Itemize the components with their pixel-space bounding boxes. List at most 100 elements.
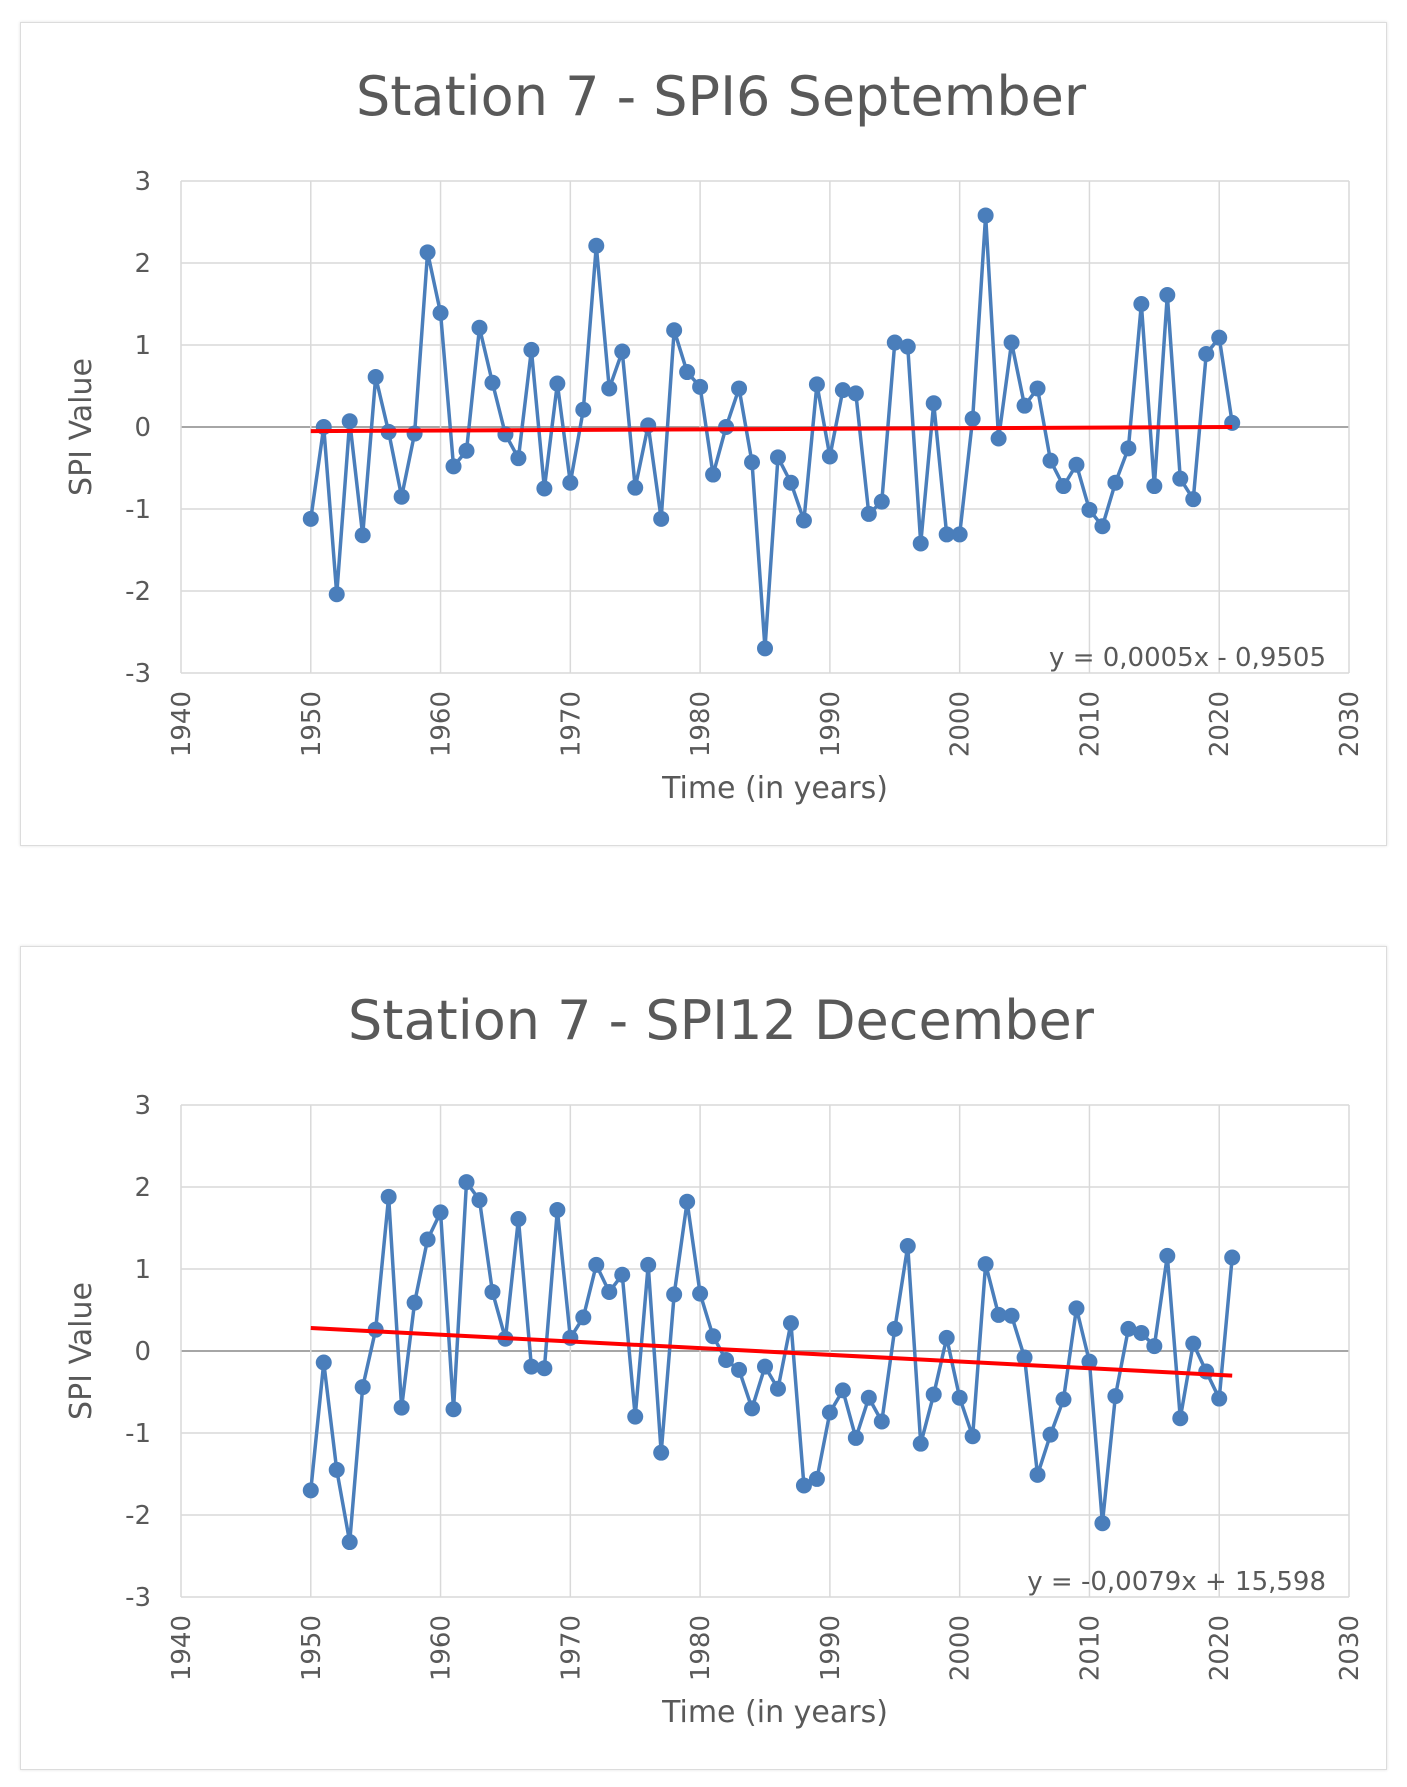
data-point [886,1320,903,1337]
data-point [354,527,371,544]
data-point [782,1315,799,1332]
data-point [406,425,423,442]
x-tick-label: 1960 [427,691,457,757]
chart-svg-spi12-december: Station 7 - SPI12 December -3 -2 -1 0 1 2 3 1940… [64,989,1365,1730]
trendline-equation: y = -0,0079x + 15,598 [1027,1567,1326,1597]
data-point [393,488,410,505]
data-point [1211,1390,1228,1407]
data-point [705,1328,722,1345]
data-point [1146,478,1163,495]
data-point [834,382,851,399]
y-tick-label: 2 [134,249,151,279]
data-point [1159,286,1176,303]
y-tick-label: 3 [134,167,151,197]
data-point [601,1283,618,1300]
data-point [1029,380,1046,397]
data-point [432,1204,449,1221]
data-point [1133,1324,1150,1341]
data-point [886,334,903,351]
data-point [1042,1426,1059,1443]
data-point [575,1309,592,1326]
data-point [1185,491,1202,508]
trendline [310,1326,1233,1378]
data-point [925,1386,942,1403]
data-point [406,1294,423,1311]
trendline-equation: y = 0,0005x - 0,9505 [1049,643,1326,673]
data-point [445,458,462,475]
y-tick-label: -2 [125,577,151,607]
x-axis-title: Time (in years) [661,1695,888,1730]
data-point [302,510,319,527]
y-tick-label: 3 [134,1091,151,1121]
y-tick-label: 1 [134,1255,151,1285]
data-point [1003,334,1020,351]
y-tick-label: -2 [125,1501,151,1531]
data-point [510,450,527,467]
data-point [1198,1363,1215,1380]
data-point [808,1470,825,1487]
data-point [757,640,773,657]
data-point [847,1429,864,1446]
data-point [432,305,449,322]
data-point [1055,1391,1072,1408]
x-tick-label: 1980 [686,1615,716,1681]
y-tick-label: -3 [125,1583,151,1613]
data-point [990,430,1007,447]
x-tick-label: 1940 [167,1615,197,1681]
data-point [601,380,618,397]
data-point [562,474,579,491]
data-point [899,1238,916,1255]
data-point [614,1266,631,1283]
data-point [1081,501,1098,518]
data-point [588,237,605,254]
data-point [731,380,748,397]
data-point [471,319,488,336]
data-point [1172,470,1189,487]
data-point [795,512,812,529]
data-point [588,1256,605,1273]
x-tick-label: 2020 [1205,691,1235,757]
data-point [977,207,994,224]
data-point [679,364,696,381]
data-point [653,510,670,527]
data-point [899,338,916,355]
data-point [666,322,683,339]
data-point [1016,1349,1033,1366]
data-point [834,1382,851,1399]
data-point [445,1401,462,1418]
data-point [912,535,929,552]
y-tick-label: 1 [134,331,151,361]
data-point [731,1361,748,1378]
data-point [1081,1353,1098,1370]
data-point [380,1188,397,1205]
chart-panel-spi12-december: Station 7 - SPI12 December -3 -2 -1 0 1 2 3 1940… [20,946,1387,1770]
data-point [821,448,838,465]
data-point [1068,456,1085,473]
data-point [523,341,540,358]
data-point [873,493,890,510]
data-point [951,526,968,543]
data-point [769,449,786,466]
data-point [536,1360,553,1377]
data-point [718,1352,735,1369]
data-point [808,376,825,393]
y-tick-label: -1 [125,1419,151,1449]
data-point [847,385,864,402]
data-point [1016,397,1033,414]
x-tick-label: 2030 [1335,1615,1365,1681]
x-tick-label: 2010 [1075,691,1105,757]
data-point [1133,296,1150,312]
x-tick-label: 2000 [946,691,976,757]
data-point [938,1329,955,1346]
data-point [860,505,877,522]
y-tick-label: 0 [134,413,151,443]
x-tick-label: 1950 [297,691,327,757]
data-point [653,1444,670,1461]
data-point [782,474,799,491]
data-point [471,1192,488,1209]
data-point [1055,478,1072,495]
data-point [744,454,761,471]
chart-panel-spi6-september: Station 7 - SPI6 September -3 -2 -1 0 1 2 3 1940… [20,22,1387,846]
data-point [341,413,358,430]
data-point [951,1389,968,1406]
